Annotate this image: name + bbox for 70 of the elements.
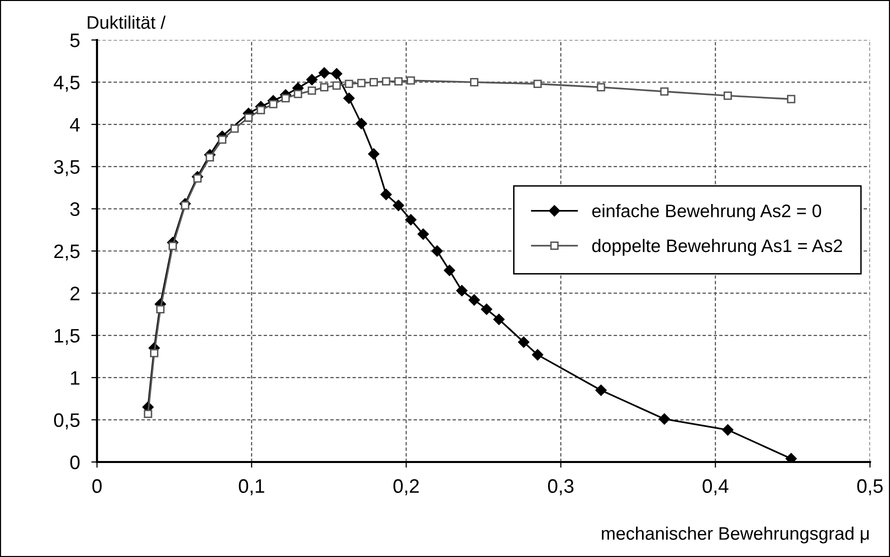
point [456, 285, 468, 296]
point [144, 410, 152, 418]
point [269, 100, 278, 108]
point [343, 92, 355, 104]
point [206, 153, 214, 162]
x-tick-label: 0,2 [393, 479, 419, 496]
point [256, 106, 266, 114]
point [658, 413, 670, 425]
legend-label: doppelte Bewehrung As1 = As2 [592, 238, 842, 256]
point [357, 78, 366, 88]
point [418, 228, 429, 240]
point [518, 336, 530, 348]
point [294, 90, 302, 98]
y-tick-label: 3 [70, 202, 80, 216]
point [150, 348, 158, 358]
x-tick-label: 0 [92, 479, 102, 493]
point [344, 80, 354, 88]
point [318, 67, 330, 79]
point [394, 77, 403, 86]
point [432, 245, 443, 257]
y-tick-label: 1 [71, 371, 80, 385]
y-tick-label: 3,5 [54, 160, 80, 176]
point [468, 294, 480, 306]
point [722, 424, 734, 436]
x-axis-title: mechanischer Bewehrungsgrad μ [602, 526, 869, 544]
x-tick-label: 0,3 [548, 479, 574, 496]
point [156, 305, 165, 314]
point [281, 94, 290, 102]
point [331, 68, 342, 80]
point [406, 76, 416, 85]
point [532, 349, 544, 360]
y-tick-label: 2,5 [54, 244, 80, 261]
legend-label: einfache Bewehrung As2 = 0 [592, 204, 822, 221]
point [660, 87, 669, 96]
point [380, 188, 392, 200]
y-tick-label: 1,5 [54, 329, 80, 345]
point [382, 77, 390, 86]
point [493, 314, 505, 325]
point [786, 453, 797, 462]
point [470, 78, 478, 86]
y-tick-label: 5 [70, 34, 80, 48]
y-tick-label: 0 [70, 455, 80, 470]
point [786, 94, 796, 104]
point [596, 83, 606, 92]
point [533, 80, 542, 88]
point [724, 92, 732, 100]
point [370, 78, 378, 86]
point [168, 242, 177, 250]
x-tick-label: 0,4 [702, 479, 728, 496]
x-tick-label: 0,1 [238, 479, 264, 496]
point [332, 81, 341, 90]
x-tick-label: 0,5 [857, 479, 883, 496]
y-tick-label: 4 [70, 118, 80, 132]
point [392, 200, 404, 212]
point [244, 113, 253, 122]
point [368, 148, 380, 160]
point [308, 86, 316, 95]
point [356, 118, 367, 130]
point [320, 83, 328, 92]
y-tick-label: 2 [70, 286, 80, 300]
y-axis-title: Duktilität / [88, 16, 166, 29]
point [444, 264, 456, 276]
point [595, 384, 607, 396]
point [230, 124, 239, 133]
point [306, 74, 318, 86]
y-tick-label: 0,5 [54, 413, 80, 430]
point [480, 304, 492, 315]
point [405, 214, 416, 226]
y-tick-label: 4,5 [54, 76, 80, 92]
point [218, 135, 226, 144]
